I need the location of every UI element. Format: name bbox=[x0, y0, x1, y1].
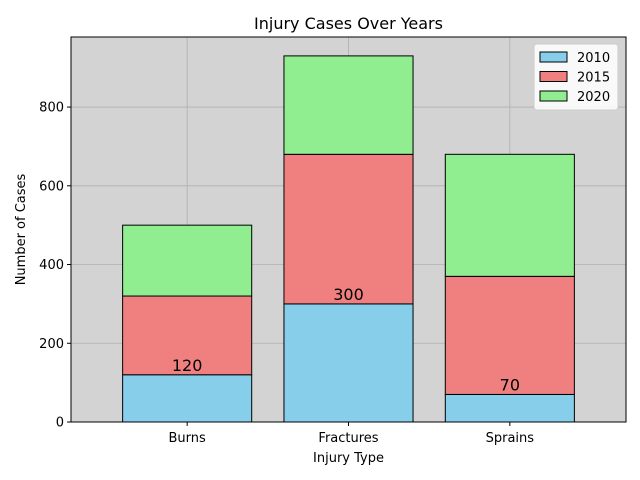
x-tick-label: Sprains bbox=[486, 431, 535, 446]
legend-swatch-2015 bbox=[539, 71, 568, 82]
legend: 2010 2015 2020 bbox=[533, 43, 619, 111]
x-axis-label: Injury Type bbox=[313, 451, 384, 466]
bar-2020-fractures bbox=[283, 55, 414, 155]
bar-2010-burns bbox=[122, 374, 253, 423]
bars-layer bbox=[122, 55, 575, 423]
legend-swatch-2010 bbox=[539, 51, 568, 63]
bar-2015-fractures bbox=[283, 153, 414, 305]
data-label: 120 bbox=[172, 356, 203, 375]
bar-2015-sprains bbox=[444, 275, 575, 395]
bar-2010-sprains bbox=[444, 393, 575, 423]
y-tick-label: 200 bbox=[39, 337, 64, 352]
data-label: 70 bbox=[500, 375, 520, 394]
legend-swatch-2020 bbox=[539, 90, 568, 102]
bar-2015-burns bbox=[122, 295, 253, 376]
legend-label-2015: 2015 bbox=[577, 71, 610, 86]
y-tick-label: 0 bbox=[56, 416, 64, 431]
legend-label-2010: 2010 bbox=[577, 51, 610, 66]
axes-layer: 0 200 400 600 800 Burns Fractures Sprains bbox=[39, 36, 627, 446]
y-tick-label: 600 bbox=[39, 179, 64, 194]
data-label: 300 bbox=[333, 285, 364, 304]
y-axis-label: Number of Cases bbox=[14, 173, 29, 285]
x-tick-label: Burns bbox=[169, 431, 207, 446]
x-tick-label: Fractures bbox=[318, 431, 378, 446]
y-tick-label: 800 bbox=[39, 101, 64, 116]
data-labels-layer: 120 300 70 bbox=[172, 285, 520, 395]
bar-2020-sprains bbox=[444, 153, 575, 277]
y-tick-label: 400 bbox=[39, 258, 64, 273]
bar-2010-fractures bbox=[283, 303, 414, 423]
chart-title: Injury Cases Over Years bbox=[254, 14, 443, 33]
bar-2020-burns bbox=[122, 224, 253, 297]
legend-label-2020: 2020 bbox=[577, 90, 610, 105]
